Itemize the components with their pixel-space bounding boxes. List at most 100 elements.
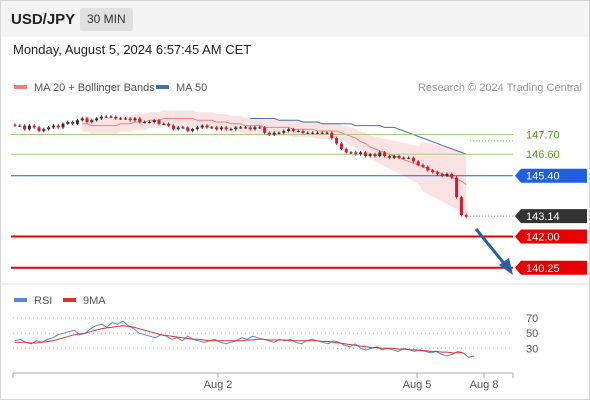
candle-body [147,122,151,124]
legend-label-0: MA 20 + Bollinger Bands [34,82,155,94]
candle-body [368,154,372,157]
level-label-4: 142.00 [526,232,560,244]
ma20-line [82,118,467,186]
candle-body [71,122,75,124]
header-bar: USD/JPY 30 MIN [1,1,589,37]
candle-body [186,127,190,131]
candle-body [138,118,142,123]
candle-body [435,172,439,174]
candle-body [133,118,137,121]
candle-body [344,148,348,153]
candle-body [426,166,430,171]
candle-body [205,125,209,128]
candle-body [416,161,420,165]
candle-body [109,116,113,118]
level-tag-3 [515,209,587,224]
forecast-arrow-shaft [474,228,509,268]
candle-body [277,132,281,134]
candle-body [301,130,305,133]
candle-body [119,118,123,120]
candle-body [42,129,46,131]
rsi-legend-swatch-1 [63,298,76,302]
level-label-5: 140.25 [526,263,560,275]
candle-body [114,116,118,119]
candle-body [90,120,94,123]
candle-body [440,173,444,176]
x-tick-label-0: Aug 2 [204,379,233,391]
candle-body [421,164,425,167]
candle-body [306,132,310,134]
credit-label: Research © 2024 Trading Central [418,82,582,94]
candle-body [248,127,252,130]
level-tag-4 [515,229,587,244]
candle-body [325,132,329,134]
candle-body [459,197,463,216]
candle-body [143,122,147,124]
candle-body [210,127,214,129]
candle-body [195,127,199,130]
candle-body [95,118,99,121]
candle-body [224,127,228,130]
candle-body [445,173,449,176]
forecast-arrow-head [499,258,513,275]
candle-body [123,118,127,120]
candle-body [411,157,415,162]
level-tag-5 [515,260,587,275]
candle-body [392,156,396,158]
legend-swatch-0 [14,85,27,89]
candle-body [215,127,219,130]
rsi-legend-label-1: 9MA [83,295,106,307]
candle-body [181,127,185,129]
candle-body [99,116,103,119]
candle-body [191,129,195,131]
candle-body [80,118,84,121]
candle-body [229,129,233,131]
candle-body [51,125,55,128]
candle-body [171,125,175,130]
candle-body [27,125,31,130]
candle-body [315,132,319,134]
candle-body [330,132,334,139]
rsi-tick-2: 30 [526,343,538,355]
candle-body [47,127,51,130]
candle-body [239,127,243,129]
candle-body [176,127,180,130]
ma50-line [250,118,467,155]
candle-body [291,129,295,131]
candle-body [167,123,171,126]
candle-body [234,127,238,130]
candle-body [287,129,291,131]
candle-body [387,156,391,158]
candle-body [378,152,382,157]
candle-body [200,125,204,128]
candle-body [85,118,89,123]
candle-body [157,120,161,124]
candle-body [450,173,454,178]
level-label-3: 143.14 [526,211,560,223]
candle-body [349,152,353,154]
candle-body [363,152,367,157]
rsi-legend-swatch-0 [14,298,27,302]
candle-body [354,152,358,155]
candle-body [267,132,271,135]
x-tick-label-1: Aug 5 [403,379,432,391]
candle-body [335,138,339,144]
candle-body [152,120,156,123]
candle-body [32,125,36,128]
legend-label-1: MA 50 [176,82,207,94]
timeframe-button[interactable]: 30 MIN [80,8,133,31]
bollinger-band [82,110,467,216]
rsi-ma-line [15,325,464,354]
datetime-label: Monday, August 5, 2024 6:57:45 AM CET [13,42,252,57]
candle-body [243,127,247,129]
candle-body [431,170,435,173]
candle-body [311,132,315,134]
candle-body [320,132,324,134]
legend-swatch-1 [156,85,169,89]
symbol-title: USD/JPY [11,11,76,28]
candle-body [219,127,223,130]
candle-body [263,127,267,133]
candle-body [339,143,343,149]
candle-body [37,127,41,131]
